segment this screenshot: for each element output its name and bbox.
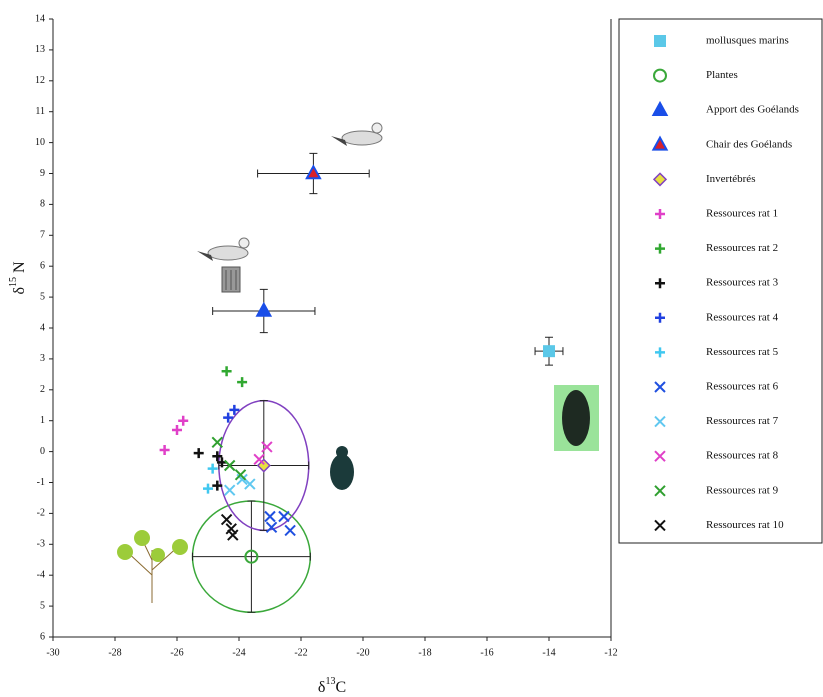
- legend-label: Ressources rat 6: [706, 381, 779, 393]
- legend-label: Ressources rat 1: [706, 208, 778, 220]
- x-tick-label: -28: [108, 647, 121, 658]
- legend-label: Ressources rat 10: [706, 519, 784, 531]
- y-tick-label: 4: [40, 322, 45, 333]
- y-tick-label: 0: [40, 446, 45, 457]
- x-tick-label: -26: [170, 647, 183, 658]
- y-tick-label: 7: [40, 230, 45, 241]
- y-tick-label: 9: [40, 168, 45, 179]
- x-tick-label: -24: [232, 647, 245, 658]
- legend-label: Ressources rat 7: [706, 415, 779, 427]
- y-tick-label: -1: [37, 477, 45, 488]
- y-tick-label: 12: [35, 75, 45, 86]
- y-tick-label: -2: [37, 508, 45, 519]
- x-tick-label: -20: [356, 647, 369, 658]
- legend-label: Plantes: [706, 69, 738, 81]
- y-tick-label: 3: [40, 353, 45, 364]
- legend-label: Ressources rat 2: [706, 242, 778, 254]
- legend-label: Ressources rat 5: [706, 346, 779, 358]
- y-tick-label: 11: [35, 106, 45, 117]
- y-tick-label: 10: [35, 137, 45, 148]
- y-tick-label: 6: [40, 631, 45, 642]
- x-tick-label: -30: [46, 647, 59, 658]
- chart: δ13C δ15 N -30-28-26-24-22-20-18-16-14-1…: [0, 0, 823, 697]
- y-tick-label: 8: [40, 199, 45, 210]
- legend-marker: [654, 35, 666, 47]
- legend-label: Chair des Goélands: [706, 138, 792, 150]
- x-tick-label: -18: [418, 647, 431, 658]
- y-tick-label: -4: [37, 569, 45, 580]
- y-tick-label: 2: [40, 384, 45, 395]
- y-tick-label: 5: [40, 600, 45, 611]
- x-tick-label: -14: [542, 647, 555, 658]
- legend-label: Ressources rat 4: [706, 311, 779, 323]
- legend-label: Invertébrés: [706, 173, 755, 185]
- background: [0, 0, 823, 697]
- legend-label: Apport des Goélands: [706, 104, 799, 116]
- y-tick-label: 14: [35, 13, 45, 24]
- mussel-icon: [554, 385, 599, 451]
- x-tick-label: -12: [604, 647, 617, 658]
- legend-label: Ressources rat 3: [706, 277, 779, 289]
- x-tick-label: -16: [480, 647, 493, 658]
- legend-label: mollusques marins: [706, 35, 789, 47]
- marker: [543, 345, 555, 357]
- y-tick-label: 13: [35, 44, 45, 55]
- y-tick-label: -3: [37, 539, 45, 550]
- y-tick-label: 6: [40, 260, 45, 271]
- y-axis-title: δ15 N: [8, 261, 27, 295]
- y-tick-label: 1: [40, 415, 45, 426]
- y-tick-label: 5: [40, 291, 45, 302]
- bin-icon: [222, 267, 240, 292]
- x-tick-label: -22: [294, 647, 307, 658]
- legend-label: Ressources rat 9: [706, 484, 779, 496]
- legend-label: Ressources rat 8: [706, 450, 779, 462]
